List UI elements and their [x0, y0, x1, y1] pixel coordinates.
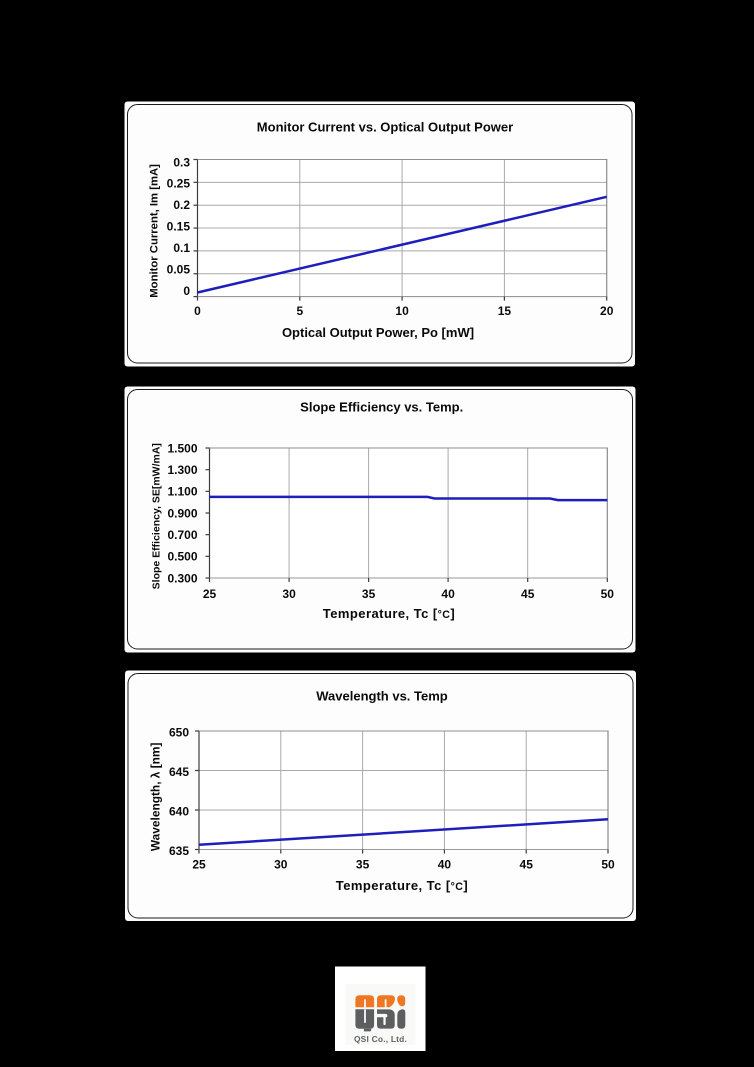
svg-text:0: 0: [194, 304, 201, 318]
svg-text:0.500: 0.500: [167, 550, 197, 564]
svg-text:Wavelength vs. Temp: Wavelength vs. Temp: [316, 689, 448, 704]
svg-text:10: 10: [395, 304, 409, 318]
svg-text:30: 30: [282, 587, 296, 601]
svg-text:15: 15: [498, 304, 512, 318]
svg-text:0.3: 0.3: [173, 155, 190, 169]
svg-text:40: 40: [441, 587, 455, 601]
svg-text:635: 635: [169, 844, 189, 858]
svg-text:5: 5: [296, 304, 303, 318]
svg-text:650: 650: [169, 726, 189, 740]
svg-text:50: 50: [601, 858, 615, 872]
svg-text:0.1: 0.1: [173, 241, 190, 255]
svg-text:Temperature, Tc [°C]: Temperature, Tc [°C]: [323, 606, 455, 621]
svg-text:Slope Efficiency vs. Temp.: Slope Efficiency vs. Temp.: [300, 399, 463, 414]
svg-text:45: 45: [521, 587, 535, 601]
svg-text:0.25: 0.25: [167, 177, 191, 191]
svg-text:25: 25: [192, 858, 206, 872]
svg-text:1.300: 1.300: [167, 463, 197, 477]
svg-text:Temperature, Tc [°C]: Temperature, Tc [°C]: [336, 878, 468, 893]
svg-text:645: 645: [169, 765, 189, 779]
svg-text:1.500: 1.500: [167, 441, 197, 455]
svg-text:35: 35: [356, 858, 370, 872]
svg-text:40: 40: [438, 858, 452, 872]
svg-text:20: 20: [600, 304, 614, 318]
svg-text:640: 640: [169, 805, 189, 819]
svg-text:1.100: 1.100: [167, 485, 197, 499]
svg-text:0.2: 0.2: [173, 198, 190, 212]
svg-text:Monitor Current, Im [mA]: Monitor Current, Im [mA]: [149, 164, 161, 298]
svg-text:0.300: 0.300: [167, 571, 197, 585]
svg-text:0.900: 0.900: [167, 506, 197, 520]
svg-text:0.700: 0.700: [167, 528, 197, 542]
svg-text:Monitor Current vs. Optical Ou: Monitor Current vs. Optical Output Power: [257, 120, 513, 135]
svg-text:0.15: 0.15: [167, 220, 191, 234]
svg-text:Optical Output Power, Po [mW]: Optical Output Power, Po [mW]: [282, 325, 474, 340]
svg-text:QSI Co., Ltd.: QSI Co., Ltd.: [354, 1034, 407, 1044]
svg-text:50: 50: [601, 587, 615, 601]
svg-text:35: 35: [362, 587, 376, 601]
svg-text:30: 30: [274, 858, 288, 872]
svg-text:Wavelength, λ [nm]: Wavelength, λ [nm]: [149, 742, 163, 851]
svg-text:0: 0: [183, 284, 190, 298]
svg-text:Slope Efficiency, SE[mW/mA]: Slope Efficiency, SE[mW/mA]: [151, 443, 163, 589]
svg-text:45: 45: [520, 858, 534, 872]
svg-text:25: 25: [203, 587, 217, 601]
svg-text:0.05: 0.05: [167, 263, 191, 277]
